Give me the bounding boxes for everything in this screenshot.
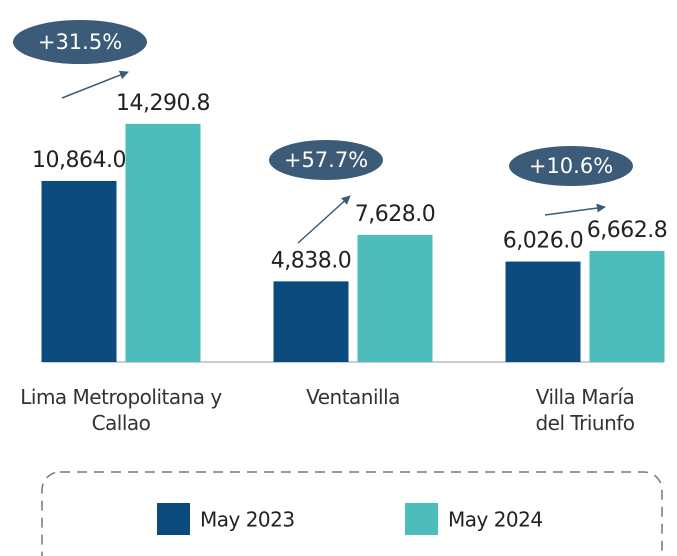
bar [589, 250, 665, 362]
annotation-arrow [297, 195, 351, 244]
x-tick-label: Lima Metropolitana y Callao [20, 385, 222, 435]
annotation-arrow [61, 70, 129, 99]
bar [357, 234, 433, 362]
legend-box [41, 471, 663, 556]
legend-swatch [405, 503, 438, 535]
annotation: +57.7% [284, 148, 368, 172]
x-tick-label: Villa María del Triunfo [535, 385, 635, 435]
bar [505, 261, 581, 362]
annotation-arrow [544, 203, 606, 216]
value-label: 14,290.8 [116, 91, 210, 116]
annotation-bubble [269, 140, 383, 180]
bar [41, 180, 117, 362]
value-label: 6,026.0 [503, 229, 583, 254]
legend-label: May 2024 [448, 508, 543, 532]
annotation-bubble [13, 20, 147, 64]
value-label: 10,864.0 [32, 148, 126, 173]
legend-label: May 2023 [200, 508, 295, 532]
annotation-bubble [509, 146, 633, 186]
bar [125, 123, 201, 362]
annotation: +10.6% [529, 154, 613, 178]
x-tick-label: Ventanilla [306, 385, 400, 409]
legend-swatch [157, 503, 190, 535]
value-label: 6,662.8 [587, 218, 667, 243]
annotation: +31.5% [38, 30, 122, 54]
value-label: 7,628.0 [355, 202, 435, 227]
value-label: 4,838.0 [271, 248, 351, 273]
bar [273, 281, 349, 362]
